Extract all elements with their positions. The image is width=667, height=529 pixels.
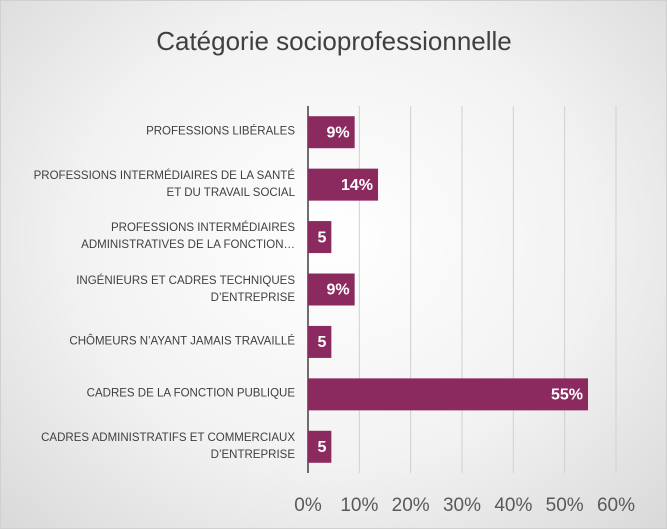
data-label: 5 [317, 229, 326, 246]
y-tick-label: PROFESSIONS INTERMÉDIAIRES DE LA SANTÉ E… [33, 169, 295, 199]
x-tick-label: 40% [494, 495, 532, 516]
bar [308, 378, 589, 411]
x-tick-label: 60% [597, 495, 635, 516]
chart-title: Catégorie socioprofessionnelle [156, 26, 512, 56]
y-tick-label: INGÉNIEURS ET CADRES TECHNIQUES D’ENTREP… [76, 274, 295, 304]
bar [308, 325, 332, 358]
x-tick-label: 30% [443, 495, 481, 516]
x-tick-label: 50% [546, 495, 584, 516]
bar [308, 221, 332, 254]
bar [308, 273, 355, 306]
bar [308, 116, 355, 149]
y-tick-label: CHÔMEURS N’AYANT JAMAIS TRAVAILLÉ [69, 335, 295, 348]
data-label: 9% [327, 124, 350, 141]
data-label: 5 [317, 439, 326, 456]
data-label: 14% [341, 177, 373, 194]
data-label: 55% [551, 387, 583, 404]
x-tick-label: 10% [340, 495, 378, 516]
bar [308, 430, 332, 463]
y-tick-label: CADRES ADMINISTRATIFS ET COMMERCIAUX D’E… [41, 431, 295, 461]
data-label: 9% [327, 282, 350, 299]
y-tick-label: PROFESSIONS LIBÉRALES [146, 125, 295, 138]
data-label: 5 [317, 334, 326, 351]
x-tick-label: 0% [294, 495, 322, 516]
y-tick-label: PROFESSIONS INTERMÉDIAIRES ADMINISTRATIV… [81, 222, 295, 252]
x-tick-label: 20% [392, 495, 430, 516]
y-tick-label: CADRES DE LA FONCTION PUBLIQUE [86, 387, 295, 400]
bar [308, 168, 379, 201]
